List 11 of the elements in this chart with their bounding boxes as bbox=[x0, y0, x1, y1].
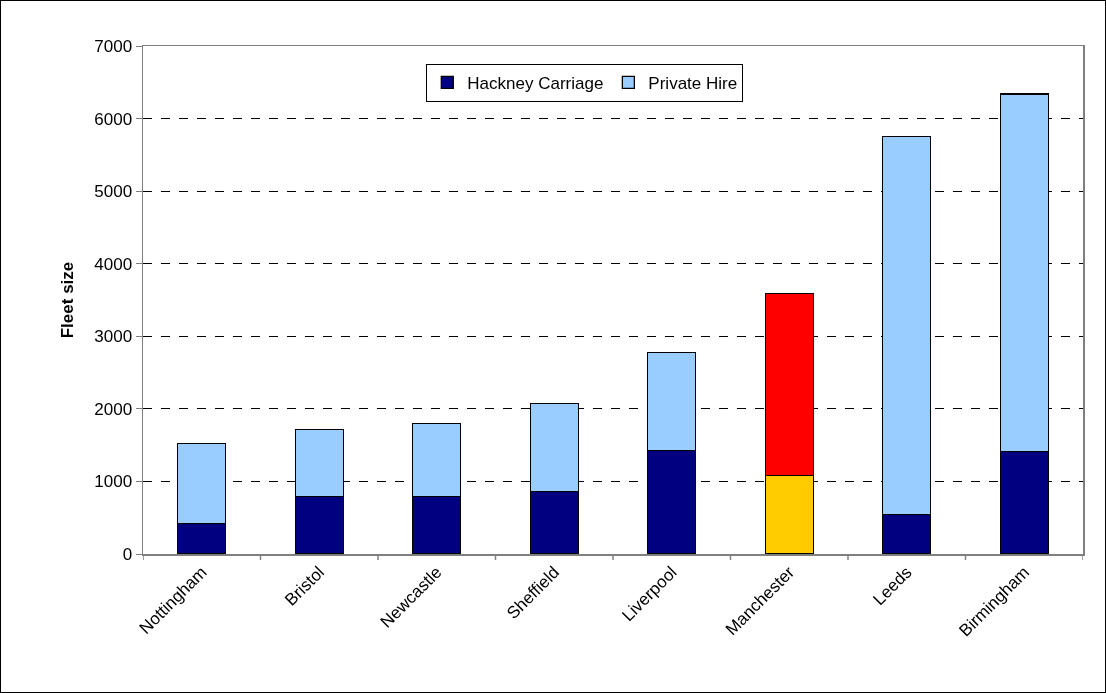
y-tick-label: 1000 bbox=[94, 472, 133, 492]
y-tick-label: 2000 bbox=[94, 399, 133, 419]
y-tick-label: 0 bbox=[122, 544, 133, 564]
y-tick-label: 7000 bbox=[94, 36, 133, 56]
y-tick-label: 5000 bbox=[94, 182, 133, 202]
y-tick-label: 4000 bbox=[94, 254, 133, 274]
y-tick-label: 3000 bbox=[94, 327, 133, 347]
legend-label: Hackney Carriage bbox=[467, 73, 604, 93]
legend-label: Private Hire bbox=[648, 73, 738, 93]
y-tick-label: 6000 bbox=[94, 109, 133, 129]
y-axis-title: Fleet size bbox=[58, 261, 78, 339]
